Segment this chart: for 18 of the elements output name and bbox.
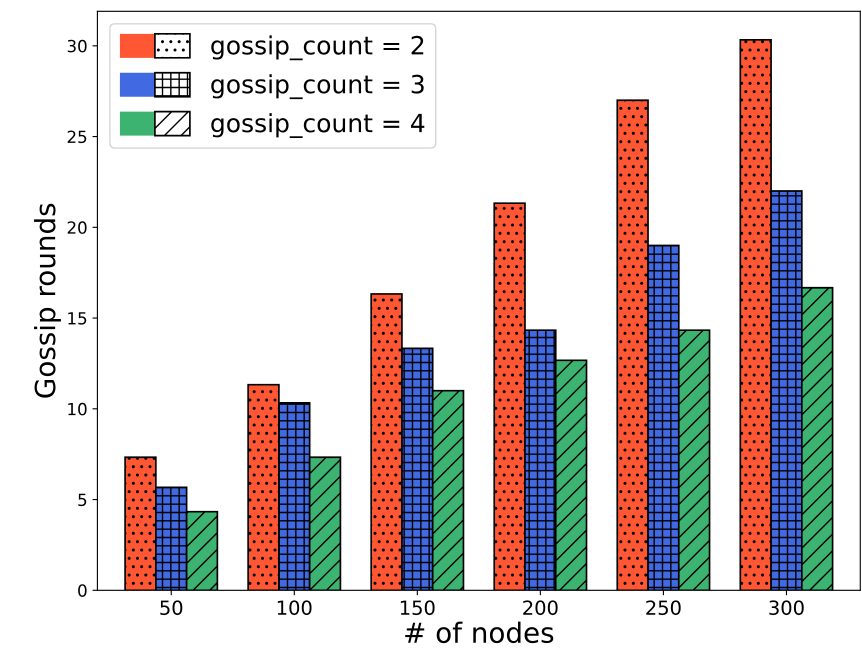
y-tick-label: 5 [78, 494, 86, 506]
x-tick-label: 300 [769, 600, 804, 616]
x-tick-label: 150 [400, 600, 435, 616]
x-axis-title: # of nodes [405, 622, 554, 644]
x-tick-label: 200 [523, 600, 558, 616]
legend-label: gossip_count = 4 [211, 113, 424, 138]
y-tick-label: 15 [68, 312, 86, 325]
y-tick-label: 30 [68, 40, 87, 52]
legend-label: gossip_count = 3 [211, 74, 424, 100]
x-tick-label: 100 [278, 600, 312, 616]
x-tick-label: 250 [646, 600, 681, 616]
y-tick-label: 20 [68, 221, 87, 234]
legend-label: gossip_count = 2 [211, 35, 424, 60]
y-tick-label: 10 [68, 402, 87, 416]
y-axis-title: Gossip rounds [34, 204, 61, 398]
y-tick-label: 0 [78, 584, 87, 597]
y-tick-label: 25 [68, 130, 86, 144]
x-tick-label: 50 [160, 600, 182, 616]
